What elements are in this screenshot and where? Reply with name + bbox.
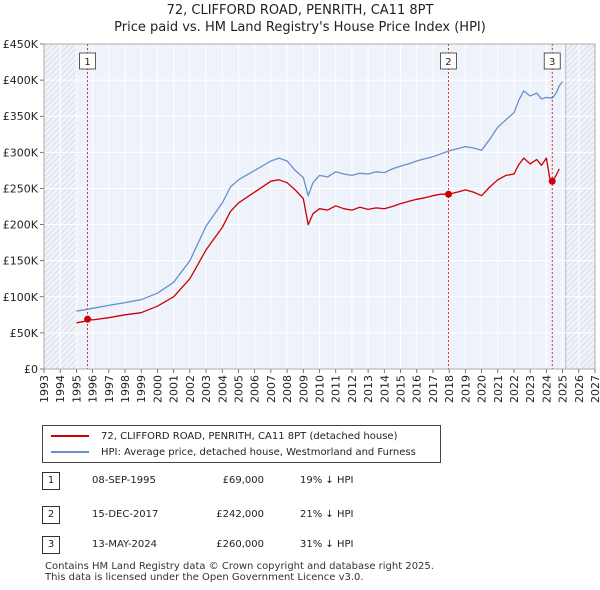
sale-point [84,315,92,323]
transaction-hpi: 19% ↓ HPI [300,475,354,486]
legend-swatch-hpi [51,451,89,453]
transaction-row: 3 13-MAY-2024 £260,000 31% ↓ HPI [42,536,600,554]
footer: Contains HM Land Registry data © Crown c… [45,561,434,583]
sale-marker-box: 1 [79,52,96,70]
x-tick-label: 2019 [459,375,472,403]
legend-item-hpi: HPI: Average price, detached house, West… [51,444,416,460]
price-chart: £0 £50K £100K £150K £200K £250K £300K £350K £400… [3,38,600,403]
x-tick-label: 2008 [281,375,294,403]
transaction-price: £69,000 [222,475,264,486]
sale-marker-box: 2 [440,52,457,70]
x-tick-label: 1994 [54,375,67,403]
legend-item-property: 72, CLIFFORD ROAD, PENRITH, CA11 8PT (de… [51,428,397,444]
y-tick-label: £300K [3,146,39,159]
transaction-hpi: 21% ↓ HPI [300,509,354,520]
y-tick-label: £250K [3,182,39,195]
transaction-date: 15-DEC-2017 [92,509,159,520]
chart-title: 72, CLIFFORD ROAD, PENRITH, CA11 8PT [166,3,434,18]
x-tick-label: 2018 [443,375,456,403]
series-line-property [76,157,560,324]
x-tick-label: 1996 [87,375,100,403]
legend-label-property: 72, CLIFFORD ROAD, PENRITH, CA11 8PT (de… [101,430,398,442]
x-tick-label: 1995 [70,375,83,403]
sale-marker-box: 3 [543,52,561,70]
x-tick-label: 2007 [265,375,278,403]
transaction-row: 2 15-DEC-2017 £242,000 21% ↓ HPI [42,506,600,524]
x-tick-label: 2023 [524,375,537,403]
transaction-row: 1 08-SEP-1995 £69,000 19% ↓ HPI [42,472,600,490]
transaction-price: £260,000 [216,539,264,550]
y-tick-label: £0 [24,363,38,376]
x-tick-label: 1997 [103,375,116,403]
x-tick-label: 2000 [151,375,164,403]
x-tick-label: 2006 [249,375,262,403]
sale-point [444,190,452,198]
sale-marker-label: 3 [549,57,555,68]
legend: 72, CLIFFORD ROAD, PENRITH, CA11 8PT (de… [42,425,441,463]
x-tick-label: 2020 [476,375,489,403]
x-tick-label: 1993 [38,375,51,403]
x-tick-label: 2003 [200,375,213,403]
transaction-badge: 3 [42,536,60,554]
sale-marker-label: 2 [445,57,451,68]
x-tick-label: 2005 [232,375,245,403]
x-tick-label: 1998 [119,375,132,403]
x-tick-label: 2013 [362,375,375,403]
series-line-hpi [76,81,564,312]
x-tick-label: 2001 [168,375,181,403]
transaction-hpi: 31% ↓ HPI [300,539,354,550]
x-tick-label: 2015 [395,375,408,403]
x-tick-label: 2027 [589,375,600,403]
x-tick-label: 2012 [346,375,359,403]
transaction-date: 13-MAY-2024 [92,539,158,550]
chart-subtitle: Price paid vs. HM Land Registry's House … [114,20,486,35]
y-tick-label: £450K [3,38,39,51]
y-tick-label: £200K [3,219,39,232]
x-tick-label: 2014 [378,375,391,403]
transaction-date: 08-SEP-1995 [92,475,156,486]
x-tick-label: 2021 [492,375,505,403]
y-tick-label: £150K [3,255,39,268]
plot-border [43,43,596,370]
transaction-badge: 2 [42,506,60,524]
sale-marker-badge [543,52,561,70]
sale-marker-label: 1 [84,57,90,68]
x-tick-label: 1999 [135,375,148,403]
x-tick-label: 2016 [411,375,424,403]
x-tick-label: 2024 [540,375,553,403]
transaction-badge: 1 [42,472,60,490]
y-tick-label: £400K [3,74,39,87]
sale-marker-badge [79,52,96,70]
y-tick-label: £50K [10,327,39,340]
x-tick-label: 2022 [508,375,521,403]
x-tick-label: 2025 [557,375,570,403]
sale-marker-badge [440,52,457,70]
legend-swatch-property [51,435,89,437]
chart-title-block: 72, CLIFFORD ROAD, PENRITH, CA11 8PT Pri… [0,2,600,36]
legend-label-hpi: HPI: Average price, detached house, West… [101,446,416,458]
x-tick-label: 2010 [314,375,327,403]
hatched-region [565,43,596,370]
sale-point [548,177,556,185]
x-tick-label: 2017 [427,375,440,403]
footer-licence: This data is licensed under the Open Gov… [45,572,364,583]
x-tick-label: 2002 [184,375,197,403]
transaction-price: £242,000 [216,509,264,520]
x-tick-label: 2026 [573,375,586,403]
y-tick-label: £100K [3,291,39,304]
footer-copyright: Contains HM Land Registry data © Crown c… [45,561,434,572]
x-tick-label: 2004 [216,375,229,403]
x-tick-label: 2009 [297,375,310,403]
y-tick-label: £350K [3,110,39,123]
x-tick-label: 2011 [330,375,343,403]
